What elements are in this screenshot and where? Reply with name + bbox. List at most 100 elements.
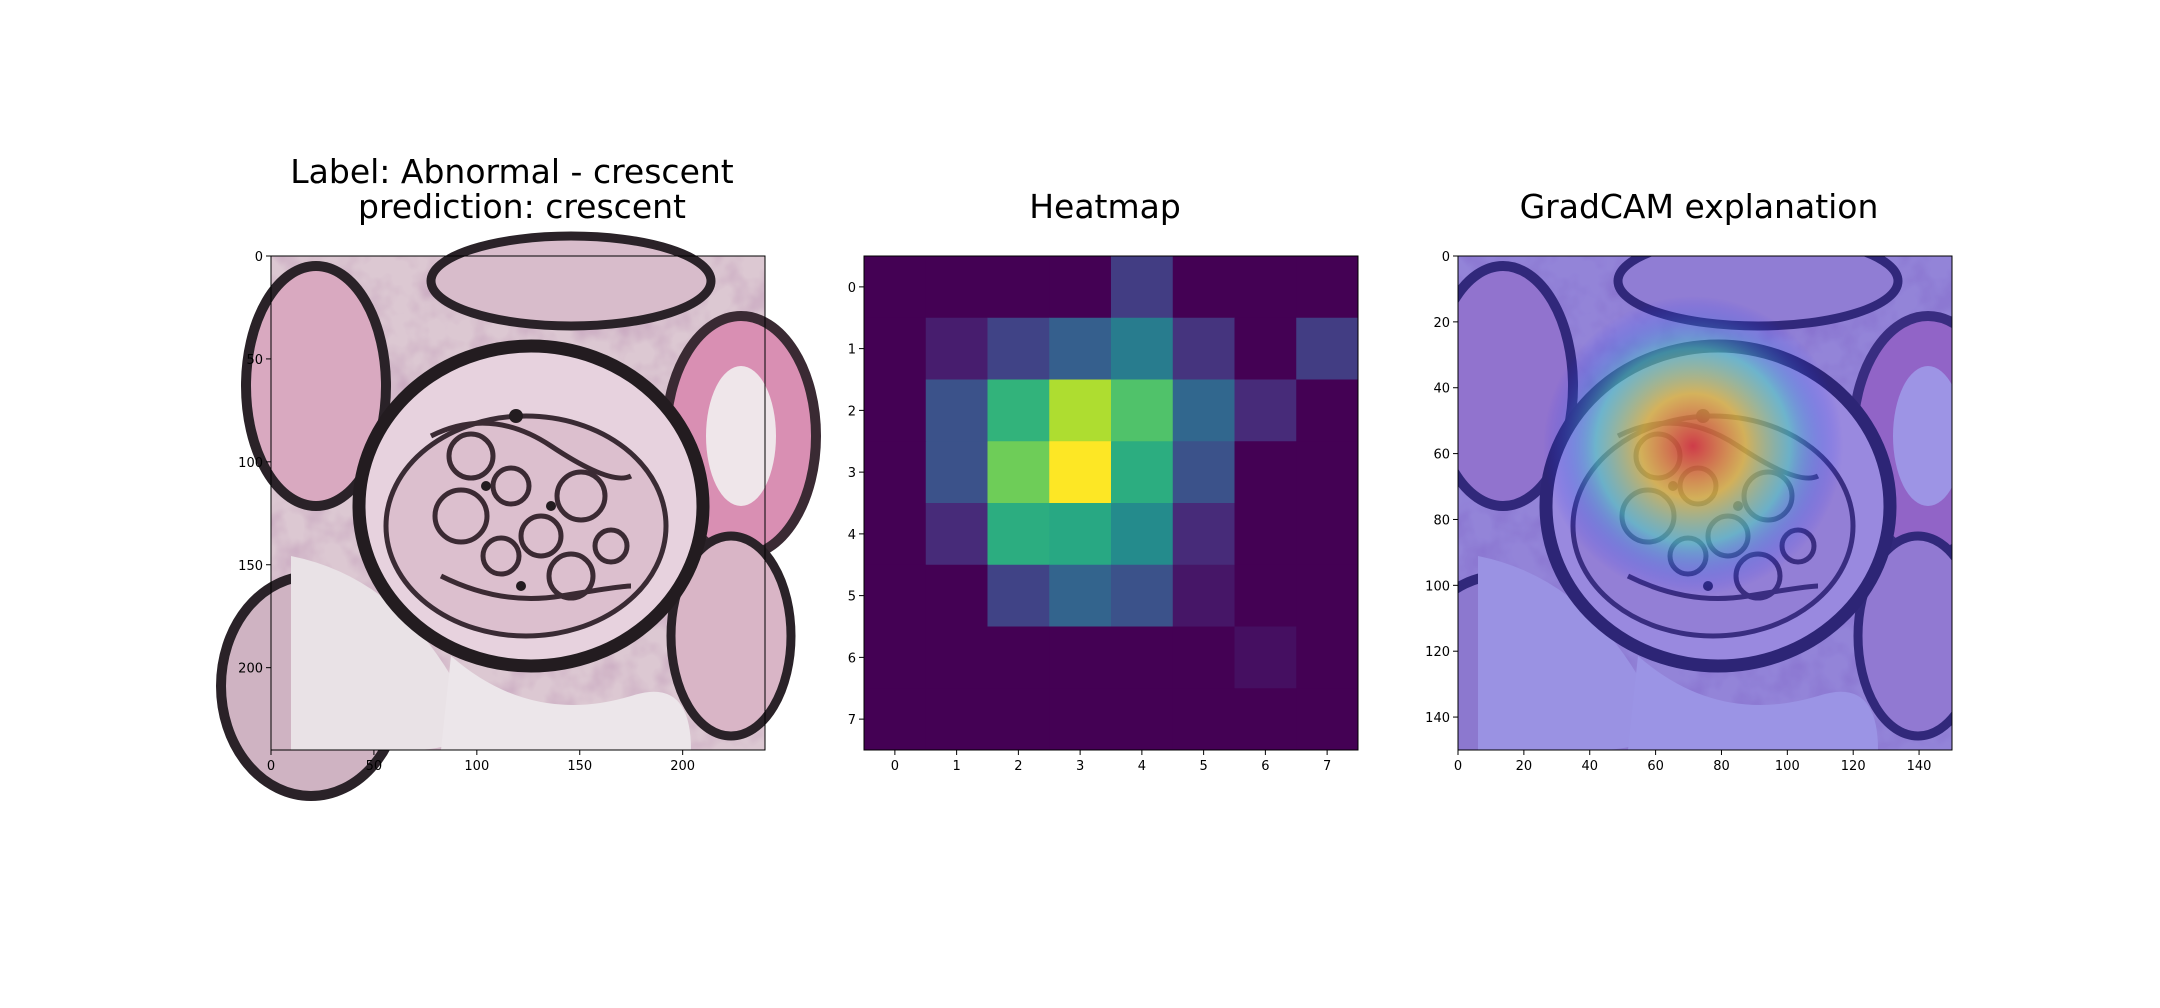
heatmap-cell	[864, 626, 927, 689]
panel-1-x-axis: 0 50 100 150 200	[267, 750, 695, 774]
panel-3-frame	[1457, 255, 1953, 751]
heatmap-cell	[925, 317, 988, 380]
heatmap-cell	[925, 441, 988, 504]
heatmap-cell	[1049, 626, 1112, 689]
heatmap-cell	[1172, 626, 1235, 689]
y-tick-label: 80	[1433, 513, 1450, 528]
heatmap-cell	[864, 688, 927, 751]
y-tick-label: 0	[1442, 250, 1450, 265]
heatmap-cell	[1296, 317, 1359, 380]
heatmap-cell	[1296, 379, 1359, 442]
heatmap-cell	[1111, 503, 1174, 566]
heatmap-cell	[864, 256, 927, 319]
heatmap-cell	[1234, 441, 1297, 504]
heatmap	[864, 256, 1359, 751]
heatmap-cell	[1172, 688, 1235, 751]
heatmap-cell	[1172, 564, 1235, 627]
x-tick-label: 100	[464, 759, 489, 774]
heatmap-cell	[1049, 441, 1112, 504]
heatmap-cell	[987, 688, 1050, 751]
x-tick-label: 140	[1907, 759, 1932, 774]
y-tick-label: 4	[848, 528, 856, 543]
panel-3-y-axis: 0 20 40 60 80 100 120 140	[1425, 250, 1458, 726]
y-tick-label: 200	[238, 662, 263, 677]
y-tick-label: 40	[1433, 382, 1450, 397]
x-tick-label: 1	[952, 759, 960, 774]
y-tick-label: 100	[238, 456, 263, 471]
heatmap-cell	[987, 626, 1050, 689]
y-tick-label: 120	[1425, 645, 1450, 660]
heatmap-cell	[1049, 256, 1112, 319]
panel-2-y-axis: 0 1 2 3 4 5 6 7	[848, 281, 864, 728]
heatmap-cell	[1172, 441, 1235, 504]
x-tick-label: 0	[1454, 759, 1462, 774]
y-tick-label: 100	[1425, 579, 1450, 594]
panel-1-frame	[270, 255, 766, 751]
y-tick-label: 1	[848, 343, 856, 358]
x-tick-label: 6	[1261, 759, 1269, 774]
heatmap-cell	[1234, 626, 1297, 689]
heatmap-cell	[1172, 317, 1235, 380]
y-tick-label: 2	[848, 404, 856, 419]
x-tick-label: 100	[1775, 759, 1800, 774]
heatmap-cell	[1296, 503, 1359, 566]
panel-1-y-axis: 0 50 100 150 200	[238, 250, 271, 677]
panel-3-title: GradCAM explanation	[1520, 187, 1879, 226]
heatmap-cell	[1296, 256, 1359, 319]
y-tick-label: 50	[246, 353, 263, 368]
x-tick-label: 60	[1647, 759, 1664, 774]
heatmap-cell	[987, 441, 1050, 504]
x-tick-label: 200	[670, 759, 695, 774]
heatmap-cell	[864, 441, 927, 504]
heatmap-cell	[987, 564, 1050, 627]
heatmap-cell	[1111, 626, 1174, 689]
heatmap-cell	[864, 379, 927, 442]
heatmap-cell	[1234, 256, 1297, 319]
x-tick-label: 7	[1323, 759, 1331, 774]
heatmap-cell	[1234, 317, 1297, 380]
y-tick-label: 0	[848, 281, 856, 296]
heatmap-cell	[1049, 317, 1112, 380]
panel-3-x-axis: 0 20 40 60 80 100 120 140	[1454, 750, 1932, 774]
x-tick-label: 80	[1713, 759, 1730, 774]
heatmap-cell	[1172, 503, 1235, 566]
heatmap-cell	[987, 256, 1050, 319]
x-tick-label: 4	[1138, 759, 1146, 774]
heatmap-cell	[925, 379, 988, 442]
heatmap-cell	[1296, 626, 1359, 689]
gradcam-image	[1458, 256, 1952, 750]
histology-image	[221, 236, 816, 796]
panel-1-title-line-1: Label: Abnormal - crescent	[290, 152, 734, 191]
y-tick-label: 5	[848, 590, 856, 605]
heatmap-cell	[1172, 379, 1235, 442]
heatmap-cell	[1172, 256, 1235, 319]
heatmap-cell	[925, 564, 988, 627]
panel-1: Label: Abnormal - crescent prediction: c…	[221, 152, 816, 796]
heatmap-cell	[1111, 688, 1174, 751]
heatmap-cell	[864, 317, 927, 380]
x-tick-label: 2	[1014, 759, 1022, 774]
y-tick-label: 60	[1433, 448, 1450, 463]
heatmap-cell	[864, 564, 927, 627]
heatmap-cell	[1234, 688, 1297, 751]
x-tick-label: 120	[1841, 759, 1866, 774]
heatmap-cell	[1111, 317, 1174, 380]
heatmap-cell	[1111, 379, 1174, 442]
y-tick-label: 20	[1433, 316, 1450, 331]
y-tick-label: 0	[255, 250, 263, 265]
x-tick-label: 150	[567, 759, 592, 774]
x-tick-label: 20	[1516, 759, 1533, 774]
panel-2-x-axis: 0 1 2 3 4 5 6 7	[891, 750, 1331, 774]
heatmap-cell	[1296, 441, 1359, 504]
panel-3: GradCAM explanation 0 20 40 60 80 100 120 140 0…	[1425, 187, 1953, 774]
heatmap-cell	[987, 317, 1050, 380]
y-tick-label: 3	[848, 466, 856, 481]
heatmap-cell	[1111, 441, 1174, 504]
heatmap-cell	[925, 256, 988, 319]
y-tick-label: 150	[238, 559, 263, 574]
heatmap-cell	[925, 503, 988, 566]
heatmap-cell	[1049, 564, 1112, 627]
heatmap-cell	[1049, 379, 1112, 442]
heatmap-cell	[925, 626, 988, 689]
